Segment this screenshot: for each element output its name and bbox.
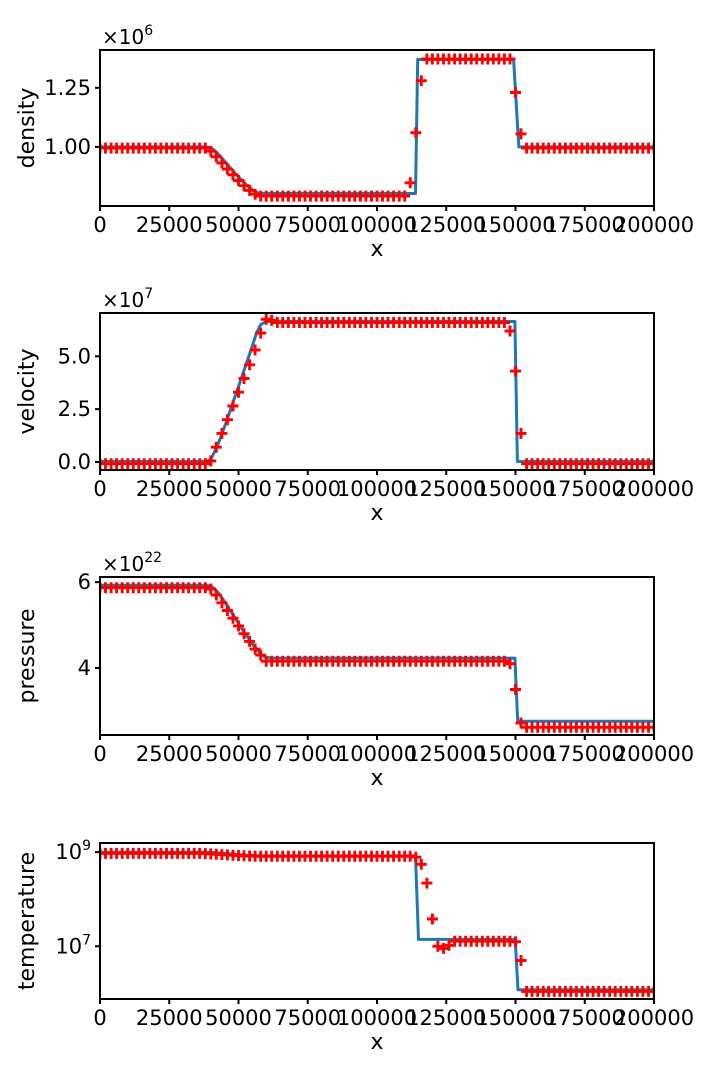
x-tick-label: 200000 [614, 213, 694, 237]
x-axis-label: x [370, 1030, 383, 1055]
axes-frame-temperature [99, 842, 655, 1000]
exact-solution-line-pressure [100, 583, 654, 723]
y-axis-label-temperature: temperature [15, 852, 40, 990]
plot-area-temperature [100, 847, 654, 997]
x-tick-label: 50000 [205, 213, 272, 237]
subplot-pressure: 0 25000 50000 75000100000125000150000175000… [15, 550, 694, 791]
plus-markers-temperature [100, 847, 654, 997]
x-tick-label: 125000 [406, 213, 486, 237]
y-tick-label: 1.00 [44, 135, 91, 159]
x-tick-label: 125000 [406, 1006, 486, 1030]
plot-area-density [100, 53, 654, 202]
x-tick-label: 175000 [545, 742, 625, 766]
axis-offset-label-velocity: ×107 [102, 286, 153, 312]
axis-offset-label-pressure-exponent: 22 [144, 550, 162, 566]
x-tick-label: 125000 [406, 742, 486, 766]
x-tick-label: 150000 [475, 477, 555, 501]
plus-markers-pressure [100, 582, 654, 733]
x-tick-label: 25000 [136, 477, 203, 501]
axis-offset-label-density: ×106 [102, 23, 153, 49]
axes-frame-velocity [99, 312, 655, 471]
x-tick-label: 100000 [337, 477, 417, 501]
x-tick-label: 0 [93, 1006, 106, 1030]
x-tick-label: 50000 [205, 742, 272, 766]
subplot-density: 0 25000 50000 75000100000125000150000175000… [15, 23, 694, 262]
y-tick-label: 6 [78, 570, 91, 594]
x-tick-label: 50000 [205, 1006, 272, 1030]
y-tick-label: 4 [78, 656, 91, 680]
axes-frame-density [99, 49, 655, 207]
y-tick-label: 5.0 [58, 344, 91, 368]
exact-solution-line-density [100, 58, 654, 195]
x-tick-label: 200000 [614, 742, 694, 766]
x-tick-label: 75000 [274, 213, 341, 237]
x-tick-label: 175000 [545, 1006, 625, 1030]
y-axis-label-density: density [15, 88, 40, 169]
x-tick-label: 175000 [545, 477, 625, 501]
axis-offset-label-pressure: ×1022 [102, 550, 162, 576]
x-tick-label: 125000 [406, 477, 486, 501]
x-axis-label: x [370, 766, 383, 791]
x-tick-label: 75000 [274, 742, 341, 766]
plus-markers-velocity [100, 313, 654, 470]
y-tick-label: 107 [55, 932, 91, 958]
axis-offset-label-density-exponent: 6 [144, 23, 153, 39]
y-tick-label: 2.5 [58, 397, 91, 421]
exact-solution-line-temperature [100, 850, 654, 992]
y-tick-label: 0.0 [58, 450, 91, 474]
x-tick-label: 50000 [205, 477, 272, 501]
plot-area-velocity [100, 313, 654, 470]
y-axis-label-pressure: pressure [15, 608, 40, 703]
x-tick-label: 100000 [337, 213, 417, 237]
x-tick-label: 150000 [475, 1006, 555, 1030]
x-axis-label: x [370, 237, 383, 262]
y-tick-label-exponent: 7 [82, 932, 91, 948]
subplot-temperature: 0 25000 50000 75000100000125000150000175000… [15, 838, 694, 1055]
x-tick-label: 200000 [614, 1006, 694, 1030]
subplot-velocity: 0 25000 50000 75000100000125000150000175000… [15, 286, 694, 526]
x-tick-label: 175000 [545, 213, 625, 237]
x-tick-label: 75000 [274, 1006, 341, 1030]
exact-solution-line-velocity [100, 320, 654, 463]
x-tick-label: 200000 [614, 477, 694, 501]
x-tick-label: 25000 [136, 742, 203, 766]
plot-area-pressure [100, 582, 654, 733]
x-tick-label: 25000 [136, 213, 203, 237]
axis-offset-label-velocity-exponent: 7 [144, 286, 153, 302]
x-tick-label: 150000 [475, 213, 555, 237]
y-tick-label-exponent: 9 [82, 838, 91, 854]
x-tick-label: 75000 [274, 477, 341, 501]
x-tick-label: 100000 [337, 742, 417, 766]
y-tick-label: 1.25 [44, 76, 91, 100]
x-axis-label: x [370, 501, 383, 526]
x-tick-label: 100000 [337, 1006, 417, 1030]
y-axis-label-velocity: velocity [15, 349, 40, 435]
x-tick-label: 150000 [475, 742, 555, 766]
y-tick-label: 109 [55, 838, 91, 864]
plus-markers-density [100, 53, 654, 202]
x-tick-label: 0 [93, 742, 106, 766]
x-tick-label: 25000 [136, 1006, 203, 1030]
x-tick-label: 0 [93, 477, 106, 501]
x-tick-label: 0 [93, 213, 106, 237]
